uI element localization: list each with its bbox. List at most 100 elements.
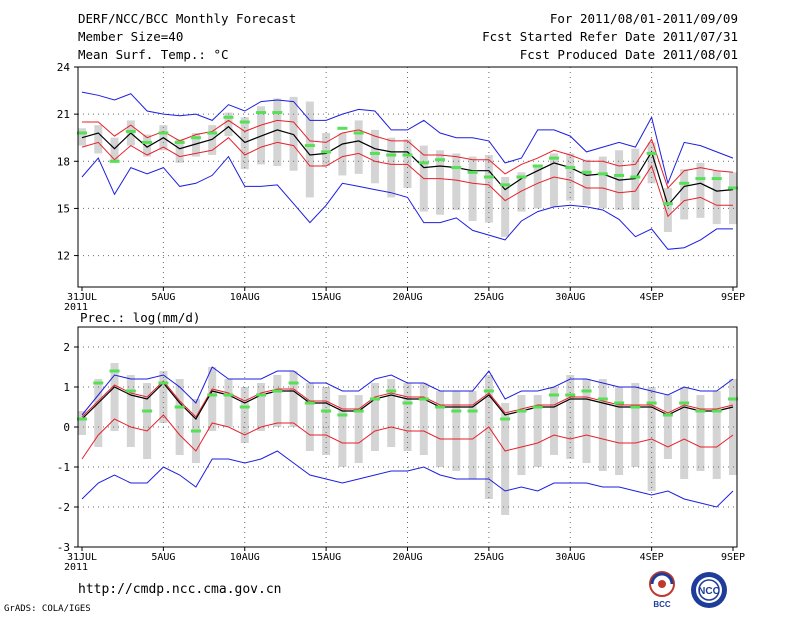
ensemble-bar bbox=[436, 150, 445, 215]
x-tick-label: 9SEP bbox=[721, 292, 745, 303]
x-tick-label: 25AUG bbox=[474, 552, 504, 563]
ensemble-bar bbox=[436, 391, 445, 467]
x-tick-label: 4SEP bbox=[640, 552, 664, 563]
ensemble-bar bbox=[582, 159, 591, 206]
ensemble-bar bbox=[338, 395, 347, 467]
lower-percentile-line bbox=[81, 137, 733, 218]
ensemble-bar bbox=[517, 172, 526, 212]
ensemble-bar bbox=[289, 96, 298, 171]
upper-percentile-line bbox=[82, 119, 734, 189]
x-tick-label: 31JUL bbox=[67, 292, 97, 303]
x-tick-label: 10AUG bbox=[230, 292, 260, 303]
ensemble-bar bbox=[370, 129, 379, 184]
y-tick-label: 24 bbox=[57, 61, 71, 74]
ensemble-bar bbox=[257, 106, 266, 165]
variable-label: Mean Surf. Temp.: °C bbox=[78, 47, 229, 62]
ensemble-bar bbox=[126, 375, 135, 447]
y-tick-label: 18 bbox=[57, 155, 70, 168]
ensemble-bar bbox=[78, 411, 86, 435]
upper-percentile-line bbox=[81, 380, 734, 418]
y-tick-label: -1 bbox=[57, 461, 70, 474]
ensemble-bar bbox=[289, 371, 298, 427]
ensemble-bar bbox=[452, 391, 461, 471]
ensemble-bar bbox=[517, 395, 526, 475]
ensemble-bar bbox=[257, 383, 266, 431]
ensemble-bar bbox=[322, 133, 331, 166]
ensemble-bar bbox=[175, 139, 184, 163]
max-line bbox=[81, 366, 734, 416]
y-tick-label: 1 bbox=[63, 381, 70, 394]
ensemble-bar bbox=[549, 387, 558, 455]
grads-credit: GrADS: COLA/IGES bbox=[4, 604, 91, 614]
bcc-logo-text: BCC bbox=[653, 600, 671, 609]
panel-subtitle: Prec.: log(mm/d) bbox=[80, 310, 200, 325]
ensemble-bar bbox=[663, 395, 672, 459]
ensemble-bar bbox=[143, 383, 152, 459]
ensemble-bar bbox=[387, 379, 396, 447]
source-url[interactable]: http://cmdp.ncc.cma.gov.cn bbox=[78, 582, 282, 597]
x-tick-label: 20AUG bbox=[392, 552, 422, 563]
ensemble-bar bbox=[175, 379, 184, 455]
ensemble-bar bbox=[354, 395, 363, 463]
ensemble-mean-line bbox=[81, 125, 734, 207]
lower-percentile-line bbox=[81, 414, 734, 460]
y-tick-label: 0 bbox=[63, 421, 70, 434]
ensemble-bar bbox=[452, 153, 461, 210]
x-tick-label: 15AUG bbox=[311, 552, 341, 563]
ensemble-bar bbox=[468, 156, 477, 221]
ensemble-bar bbox=[468, 391, 477, 479]
x-tick-label: 5AUG bbox=[151, 292, 175, 303]
x-tick-label: 9SEP bbox=[721, 552, 745, 563]
ensemble-bar bbox=[354, 120, 363, 174]
ensemble-bar bbox=[273, 98, 282, 166]
x-tick-label: 30AUG bbox=[555, 292, 585, 303]
produced-date: Fcst Produced Date 2011/08/01 bbox=[519, 47, 738, 62]
ensemble-bar bbox=[419, 383, 428, 455]
member-size: Member Size=40 bbox=[78, 29, 184, 44]
y-tick-label: 12 bbox=[57, 250, 70, 263]
ensemble-bar bbox=[663, 188, 672, 232]
ensemble-bar bbox=[631, 383, 640, 467]
ensemble-bar bbox=[208, 125, 217, 155]
min-line bbox=[81, 450, 734, 508]
ensemble-bar bbox=[501, 403, 510, 515]
x-tick-label: 5AUG bbox=[151, 552, 175, 563]
ensemble-bar bbox=[533, 166, 542, 209]
y-tick-label: -2 bbox=[57, 501, 70, 514]
ensemble-bar bbox=[208, 367, 217, 431]
ensemble-bar bbox=[533, 395, 542, 467]
max-line bbox=[81, 91, 734, 185]
ensemble-bar bbox=[403, 139, 412, 188]
ensemble-bar bbox=[322, 387, 331, 455]
ensemble-bar bbox=[582, 379, 591, 463]
start-date: Fcst Started Refer Date 2011/07/31 bbox=[482, 29, 738, 44]
x-tick-label: 30AUG bbox=[555, 552, 585, 563]
chart-title: DERF/NCC/BCC Monthly Forecast bbox=[78, 11, 297, 26]
ensemble-bar bbox=[712, 391, 721, 479]
ensemble-bar bbox=[110, 363, 119, 431]
forecast-period: For 2011/08/01-2011/09/09 bbox=[549, 11, 738, 26]
ensemble-bar bbox=[94, 125, 103, 154]
y-tick-label: 15 bbox=[57, 202, 70, 215]
ncc-logo-text: NCC bbox=[698, 586, 720, 597]
y-tick-label: -3 bbox=[57, 541, 70, 554]
ensemble-bar bbox=[191, 133, 200, 157]
x-tick-label: 25AUG bbox=[474, 292, 504, 303]
ensemble-bar bbox=[598, 156, 607, 209]
ensemble-bar bbox=[712, 170, 721, 225]
ensemble-bar bbox=[615, 387, 624, 475]
ensemble-bar bbox=[224, 379, 233, 427]
ensemble-bar bbox=[729, 172, 737, 225]
ensemble-bar bbox=[273, 375, 282, 427]
ensemble-bar bbox=[338, 133, 347, 176]
ensemble-bar bbox=[370, 383, 379, 451]
ensemble-bar bbox=[240, 387, 249, 443]
ensemble-bar bbox=[94, 379, 103, 447]
x-tick-label: 31JUL bbox=[67, 552, 97, 563]
ensemble-bar bbox=[696, 162, 705, 218]
ensemble-bar bbox=[387, 137, 396, 198]
y-tick-label: 2 bbox=[63, 341, 70, 354]
